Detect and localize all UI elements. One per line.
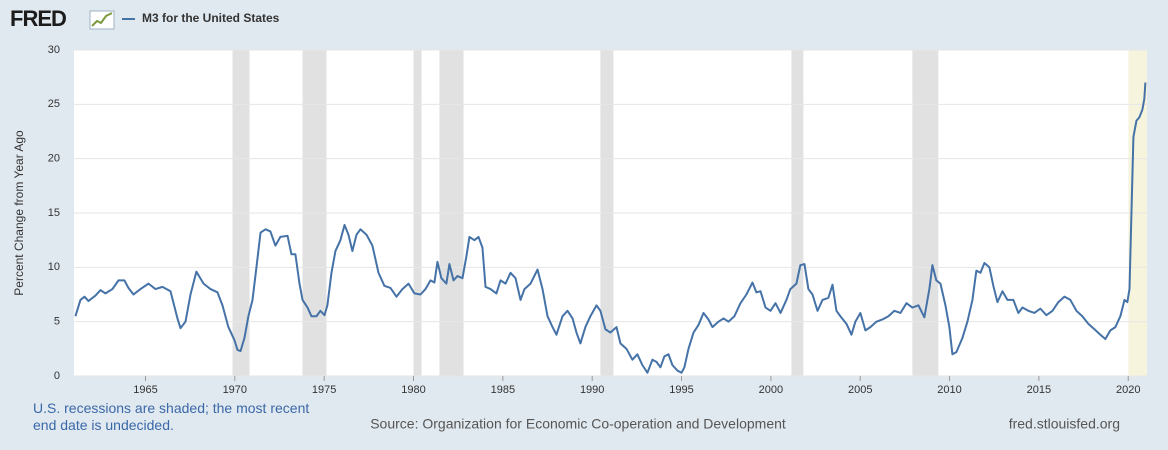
x-tick-label: 1970 <box>223 384 247 396</box>
x-tick-label: 2015 <box>1027 384 1051 396</box>
x-tick-label: 2010 <box>937 384 961 396</box>
y-tick-label: 20 <box>48 153 60 165</box>
x-tick-label: 2000 <box>759 384 783 396</box>
x-tick-label: 1975 <box>312 384 336 396</box>
logo-icon <box>89 10 115 30</box>
y-tick-label: 5 <box>54 316 60 328</box>
recession-note: U.S. recessions are shaded; the most rec… <box>33 400 310 433</box>
y-axis-label: Percent Change from Year Ago <box>12 130 26 296</box>
source: Source: Organization for Economic Co-ope… <box>370 416 786 432</box>
y-tick-label: 25 <box>48 98 60 110</box>
plot-layer <box>74 49 1147 377</box>
y-tick-label: 0 <box>54 370 60 382</box>
x-tick-label: 1980 <box>401 384 425 396</box>
x-tick-label: 2020 <box>1116 384 1140 396</box>
y-tick-label: 10 <box>48 261 60 273</box>
x-tick-label: 2005 <box>848 384 872 396</box>
logo: FRED <box>10 6 66 31</box>
x-tick-label: 1995 <box>669 384 693 396</box>
series-line <box>74 82 1147 374</box>
site: fred.stlouisfed.org <box>1009 416 1120 432</box>
y-tick-label: 30 <box>48 44 60 56</box>
x-tick-label: 1985 <box>491 384 515 396</box>
legend-label: M3 for the United States <box>142 11 280 25</box>
x-tick-label: 1990 <box>580 384 604 396</box>
x-tick-label: 1965 <box>133 384 157 396</box>
y-tick-label: 15 <box>48 207 60 219</box>
